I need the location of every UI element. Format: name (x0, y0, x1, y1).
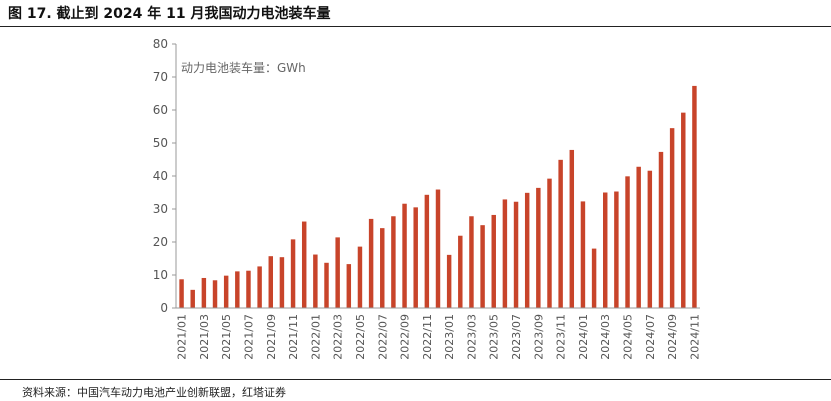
x-tick-label: 2021/11 (287, 314, 300, 360)
x-tick-label: 2021/05 (220, 314, 233, 360)
bar-2023-01 (446, 254, 452, 308)
bottom-rule (0, 379, 831, 380)
x-tick-label: 2023/07 (510, 314, 523, 360)
bar-2022-11 (424, 194, 430, 308)
bar-2022-04 (346, 264, 352, 308)
bar-2022-09 (402, 203, 407, 308)
x-tick-label: 2022/07 (376, 314, 389, 360)
bar-2024-05 (625, 176, 630, 308)
x-tick-label: 2021/01 (176, 314, 189, 360)
bar-2023-08 (524, 192, 530, 308)
bar-2024-04 (614, 191, 619, 308)
bar-2023-06 (502, 199, 508, 308)
x-tick-label: 2022/11 (421, 314, 434, 360)
bar-2021-05 (223, 275, 229, 308)
bar-2021-03 (201, 277, 207, 308)
x-tick-label: 2024/01 (577, 314, 590, 360)
top-rule (0, 26, 831, 27)
bar-2022-10 (413, 207, 418, 308)
x-tick-label: 2023/01 (443, 314, 456, 360)
bar-2023-09 (536, 187, 541, 308)
y-tick-label: 60 (153, 103, 168, 117)
x-tick-label: 2021/09 (265, 314, 278, 360)
bar-2021-08 (257, 266, 262, 308)
y-tick-label: 30 (153, 202, 168, 216)
bar-2022-03 (335, 237, 340, 308)
bar-2024-09 (669, 128, 675, 308)
x-axis: 2021/01 2021/03 2021/05 2021/07 2021/09 2021/… (176, 307, 701, 360)
bar-2023-11 (558, 159, 563, 308)
bar-2022-02 (324, 262, 329, 308)
y-tick-label: 70 (153, 70, 168, 84)
y-axis-label: 动力电池装车量：GWh (181, 60, 306, 75)
chart-container: 0 10 20 30 40 50 60 70 80 2021/01 2021/03 2021/05 2… (0, 28, 831, 378)
source-note: 资料来源：中国汽车动力电池产业创新联盟，红塔证券 (22, 386, 286, 399)
y-tick-label: 0 (160, 301, 168, 315)
bar-2024-08 (658, 151, 664, 308)
y-tick-label: 20 (153, 235, 168, 249)
bar-2023-02 (458, 235, 463, 308)
x-tick-label: 2021/03 (198, 314, 211, 360)
bar-2024-06 (636, 166, 641, 308)
bar-2022-05 (357, 246, 363, 308)
bar-2021-07 (246, 270, 251, 308)
y-tick-label: 80 (153, 37, 168, 51)
x-tick-label: 2023/03 (465, 314, 478, 360)
x-tick-label: 2024/11 (688, 314, 701, 360)
bar-2023-04 (480, 225, 485, 308)
bar-2021-09 (268, 256, 273, 308)
bar-2021-11 (290, 239, 296, 308)
bar-2022-06 (368, 218, 374, 308)
x-tick-label: 2023/11 (555, 314, 568, 360)
bars (179, 85, 697, 308)
bar-2021-12 (301, 221, 307, 308)
x-tick-label: 2023/05 (488, 314, 501, 360)
bar-2024-02 (591, 248, 597, 308)
x-tick-label: 2022/01 (309, 314, 322, 360)
bar-2022-12 (435, 189, 441, 308)
x-tick-label: 2022/05 (354, 314, 367, 360)
x-tick-label: 2024/07 (644, 314, 657, 360)
y-axis: 0 10 20 30 40 50 60 70 80 (153, 37, 177, 315)
bar-2021-01 (179, 279, 184, 308)
bar-2024-07 (647, 170, 653, 308)
x-tick-label: 2024/03 (599, 314, 612, 360)
bar-2023-12 (569, 149, 575, 308)
bar-2022-08 (391, 216, 396, 308)
x-tick-label: 2024/05 (622, 314, 635, 360)
y-tick-label: 40 (153, 169, 168, 183)
bar-2021-02 (190, 289, 195, 308)
x-tick-label: 2021/07 (242, 314, 255, 360)
bar-2021-04 (212, 280, 218, 308)
x-tick-label: 2024/09 (666, 314, 679, 360)
y-tick-label: 10 (153, 268, 168, 282)
x-tick-label: 2023/09 (532, 314, 545, 360)
bar-2024-01 (580, 201, 586, 308)
bar-2023-03 (469, 216, 474, 308)
x-tick-label: 2022/09 (399, 314, 412, 360)
x-tick-label: 2022/03 (332, 314, 345, 360)
bar-2024-03 (603, 192, 608, 308)
bar-2023-10 (547, 178, 552, 308)
bar-2024-10 (681, 112, 686, 308)
bar-2022-07 (380, 228, 385, 308)
bar-2022-01 (313, 254, 318, 308)
figure-title: 图 17. 截止到 2024 年 11 月我国动力电池装车量 (8, 6, 331, 22)
bar-2021-06 (235, 271, 240, 308)
bar-2023-07 (513, 201, 519, 308)
bar-2021-10 (279, 257, 285, 308)
bar-2024-11 (692, 85, 697, 308)
bar-2023-05 (491, 214, 496, 308)
y-tick-label: 50 (153, 136, 168, 150)
